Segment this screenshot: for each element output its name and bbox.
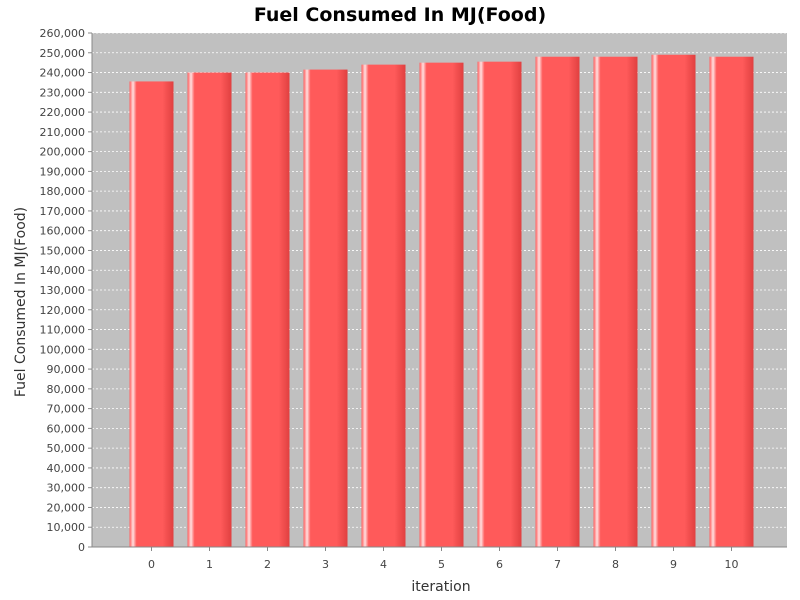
y-tick-label: 120,000 — [40, 304, 86, 317]
x-tick-label: 7 — [554, 558, 561, 571]
y-tick-label: 160,000 — [40, 225, 86, 238]
x-tick-label: 1 — [206, 558, 213, 571]
y-tick-label: 0 — [78, 541, 85, 554]
chart-title: Fuel Consumed In MJ(Food) — [254, 4, 546, 26]
bar-4 — [361, 64, 406, 547]
y-tick-label: 110,000 — [40, 324, 86, 337]
y-tick-label: 240,000 — [40, 67, 86, 80]
x-tick-label: 2 — [264, 558, 271, 571]
x-tick-label: 9 — [670, 558, 677, 571]
y-tick-label: 100,000 — [40, 343, 86, 356]
y-axis: 0 10,000 20,000 30,000 40,000 50,000 60,000 70,… — [40, 27, 93, 554]
y-tick-label: 90,000 — [47, 363, 86, 376]
bar-6 — [477, 61, 522, 548]
y-tick-label: 130,000 — [40, 284, 86, 297]
y-tick-label: 190,000 — [40, 165, 86, 178]
bar-2 — [245, 72, 290, 548]
y-tick-label: 140,000 — [40, 264, 86, 277]
bar-8 — [593, 56, 638, 547]
x-tick-label: 6 — [496, 558, 503, 571]
bar-7 — [535, 56, 580, 547]
y-tick-label: 60,000 — [47, 422, 86, 435]
y-tick-label: 20,000 — [47, 501, 86, 514]
x-tick-label: 5 — [438, 558, 445, 571]
bars — [129, 54, 754, 548]
y-tick-label: 260,000 — [40, 27, 86, 40]
y-tick-label: 180,000 — [40, 185, 86, 198]
x-tick-label: 4 — [380, 558, 387, 571]
bar-10 — [709, 56, 754, 547]
y-tick-label: 30,000 — [47, 482, 86, 495]
y-tick-label: 10,000 — [47, 521, 86, 534]
x-axis: 0 1 2 3 4 5 6 7 8 9 10 — [92, 546, 787, 571]
x-tick-label: 10 — [725, 558, 739, 571]
bar-1 — [187, 72, 232, 548]
bar-3 — [303, 69, 348, 548]
y-tick-label: 70,000 — [47, 403, 86, 416]
x-tick-label: 3 — [322, 558, 329, 571]
y-tick-label: 220,000 — [40, 106, 86, 119]
y-tick-label: 230,000 — [40, 86, 86, 99]
y-tick-label: 80,000 — [47, 383, 86, 396]
y-tick-label: 250,000 — [40, 47, 86, 60]
y-tick-label: 170,000 — [40, 205, 86, 218]
x-tick-label: 8 — [612, 558, 619, 571]
y-axis-label: Fuel Consumed In MJ(Food) — [13, 207, 29, 397]
bar-9 — [651, 54, 696, 547]
bar-5 — [419, 62, 464, 548]
x-tick-label: 0 — [148, 558, 155, 571]
bar-0 — [129, 81, 174, 547]
y-tick-label: 50,000 — [47, 442, 86, 455]
y-tick-label: 40,000 — [47, 462, 86, 475]
y-tick-label: 200,000 — [40, 146, 86, 159]
y-tick-label: 150,000 — [40, 244, 86, 257]
x-axis-label: iteration — [411, 579, 470, 595]
y-tick-label: 210,000 — [40, 126, 86, 139]
